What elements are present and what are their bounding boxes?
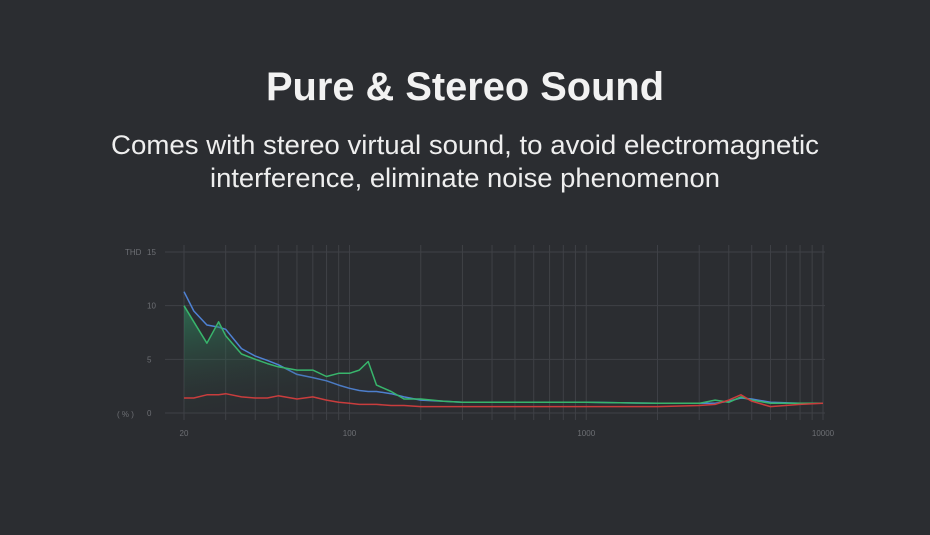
x-tick-label: 100: [343, 429, 357, 438]
x-tick-label: 1000: [577, 429, 595, 438]
subtitle-line: Comes with stereo virtual sound, to avoi…: [111, 130, 819, 160]
chart-title: Pure & Stereo Sound: [266, 65, 664, 109]
x-tick-label: 20: [180, 429, 189, 438]
y-axis-label: ( % ): [117, 410, 134, 419]
y-tick-label: 10: [147, 302, 156, 311]
y-tick-label: 5: [147, 355, 152, 364]
subtitle-line: interference, eliminate noise phenomenon: [210, 163, 720, 193]
y-axis-label: THD: [125, 248, 142, 257]
x-tick-label: 10000: [812, 429, 835, 438]
area: [184, 305, 823, 413]
y-tick-label: 0: [147, 409, 152, 418]
y-tick-label: 15: [147, 248, 156, 257]
line: [184, 392, 824, 408]
